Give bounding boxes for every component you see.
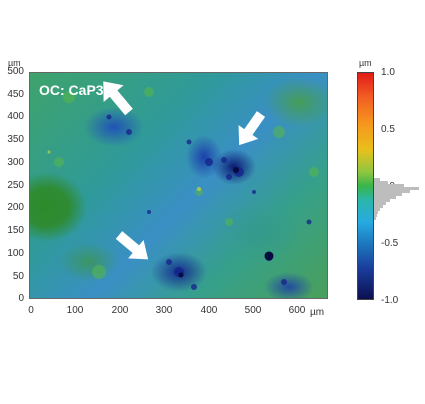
y-tick: 200 [7,202,24,213]
colorbar-tick: -0.5 [381,238,399,249]
y-axis-unit: µm [8,58,21,68]
y-tick: 50 [12,271,24,282]
y-tick: 100 [7,248,24,259]
colorbar [357,72,374,300]
y-tick: 450 [7,89,24,100]
height-histogram [374,178,419,220]
x-tick: 0 [28,305,34,316]
colorbar-tick: -1.0 [381,295,399,306]
x-axis-unit: µm [310,307,325,318]
colorbar-tick: 0.5 [381,124,395,135]
y-tick: 250 [7,180,24,191]
x-tick: 300 [155,305,173,316]
arrow-bottom-icon [115,231,149,260]
x-tick: 600 [288,305,306,316]
texture-overlay [47,81,319,290]
x-tick: 400 [200,305,218,316]
arrow-top-icon [103,81,133,116]
surface-height-map: OC: CaP3 [29,72,328,299]
sample-title: OC: CaP3 [39,82,104,98]
colorbar-tick: 1.0 [381,67,395,78]
arrow-right-icon [238,111,266,146]
colorbar-unit: µm [359,58,372,68]
y-tick: 150 [7,225,24,236]
y-tick: 400 [7,111,24,122]
y-tick: 300 [7,157,24,168]
y-tick: 350 [7,134,24,145]
y-tick: 500 [7,66,24,77]
x-tick: 500 [244,305,262,316]
x-tick: 100 [66,305,84,316]
x-tick: 200 [111,305,129,316]
y-tick: 0 [18,293,24,304]
